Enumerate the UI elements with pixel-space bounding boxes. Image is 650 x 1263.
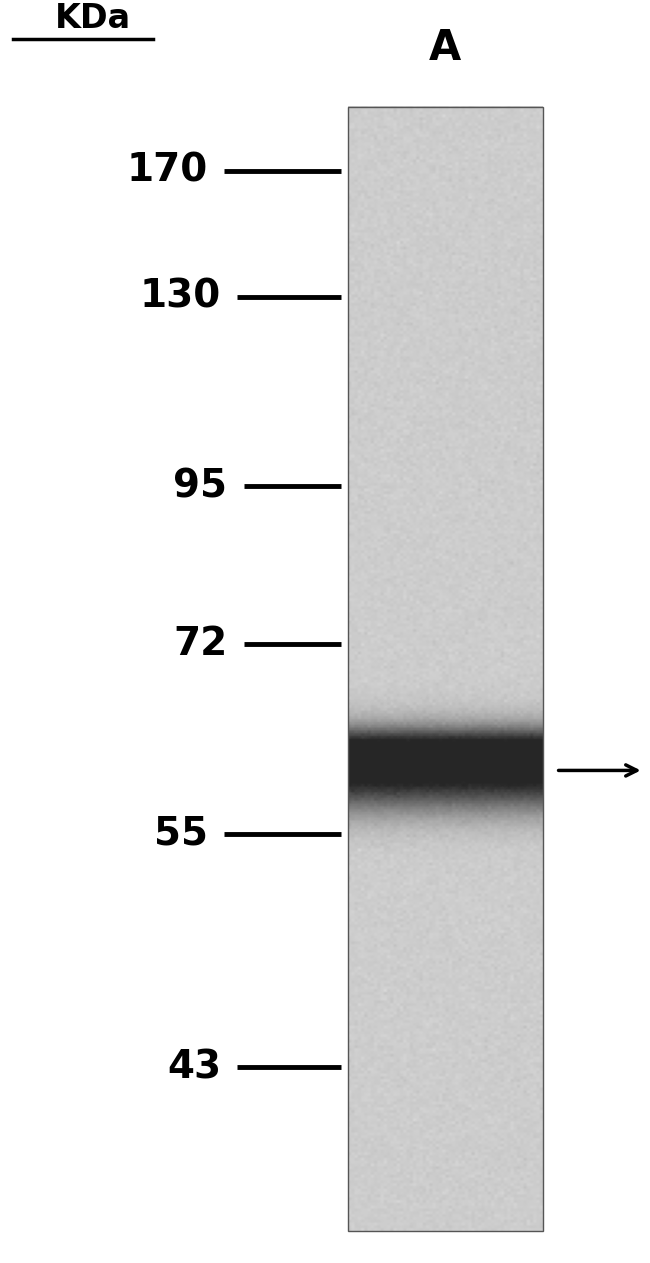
Bar xyxy=(348,107,543,1231)
Text: A: A xyxy=(429,28,461,69)
Text: 43: 43 xyxy=(167,1048,221,1086)
Text: 72: 72 xyxy=(174,625,228,663)
Text: 170: 170 xyxy=(127,152,208,189)
Text: 55: 55 xyxy=(154,815,208,853)
Text: 95: 95 xyxy=(174,467,228,505)
Text: 130: 130 xyxy=(140,278,221,316)
Text: KDa: KDa xyxy=(55,3,131,35)
